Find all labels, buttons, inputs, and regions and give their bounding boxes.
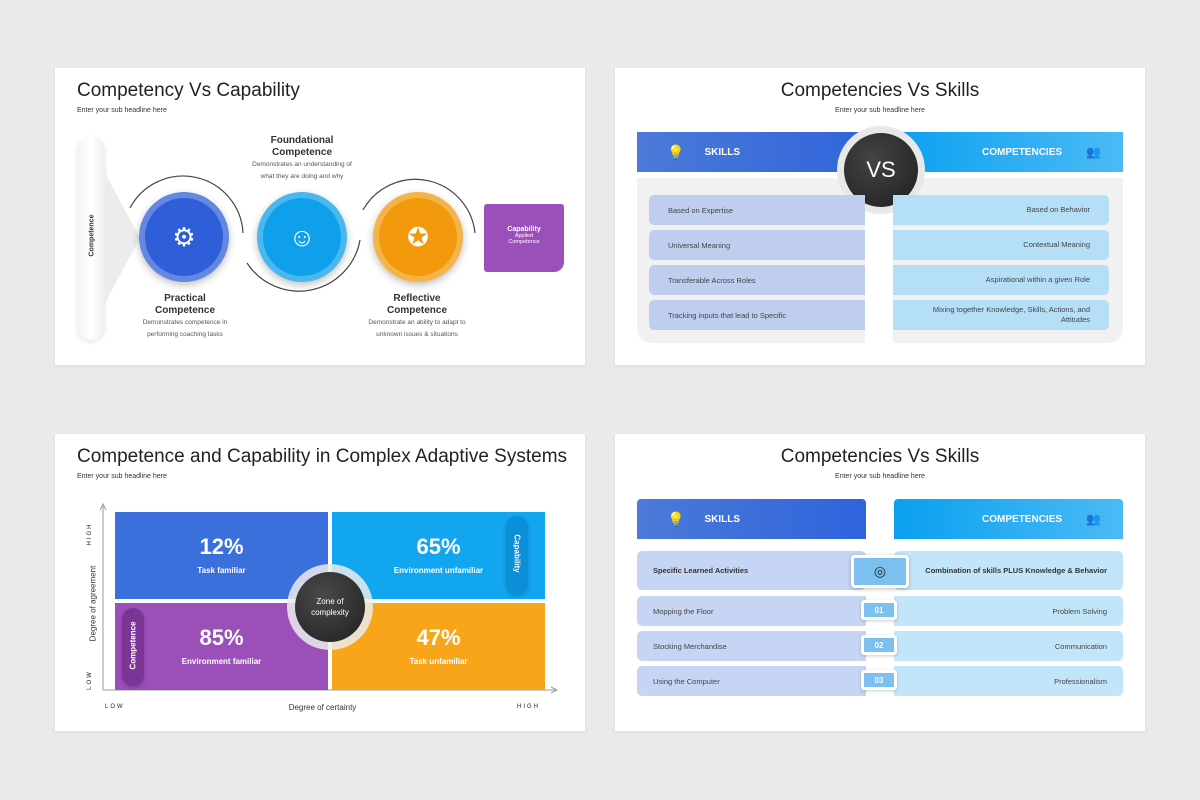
competencies-top-row: Combination of skills PLUS Knowledge & B… — [894, 551, 1123, 590]
x-axis-label: Degree of certainty — [288, 703, 357, 712]
competence-tag-label: Competence — [128, 621, 138, 670]
zone-of-complexity: Zone of complexity — [295, 572, 365, 642]
quadrant-label: Task familiar — [197, 566, 246, 575]
gear-star-icon: ✪ — [407, 221, 429, 252]
quadrant-label: Environment unfamiliar — [393, 566, 484, 575]
capability-desc: Competence — [508, 239, 540, 245]
skill-row: Stocking Merchandise — [637, 631, 866, 661]
capability-title: Capability — [507, 226, 541, 233]
competencies-header: COMPETENCIES 👥 — [887, 132, 1123, 172]
reflective-circle: ✪ — [373, 192, 463, 282]
competence-bar — [77, 136, 105, 340]
axes — [99, 502, 559, 694]
x-low: LOW — [105, 704, 125, 710]
zone-ring: Zone of complexity — [287, 564, 373, 650]
competency-row: Aspirational within a given Role — [893, 265, 1109, 295]
head-gear-icon: ☺ — [288, 221, 316, 252]
y-high: HIGH — [87, 522, 93, 546]
y-low: LOW — [87, 670, 93, 690]
heading: Reflective — [393, 293, 441, 304]
row-number: 03 — [861, 670, 897, 690]
header-label: SKILLS — [704, 146, 740, 158]
heading: Practical — [164, 293, 206, 304]
lightbulb-icon: 💡 — [667, 510, 685, 527]
heading: Competence — [386, 305, 447, 316]
description: Demonstrate an ability to adapt to — [368, 319, 466, 326]
quadrant-value: 85% — [199, 625, 244, 650]
competencies-header: COMPETENCIES 👥 — [894, 499, 1123, 539]
capability-tag: Capability — [506, 516, 528, 594]
slide-complex-adaptive-systems: Competence and Capability in Complex Ada… — [55, 434, 585, 731]
practical-text: Practical Competence Demonstrates compet… — [115, 293, 255, 341]
capability-box: Capability Applied Competence — [484, 204, 564, 272]
slide-subtitle: Enter your sub headline here — [77, 473, 167, 480]
slide-subtitle: Enter your sub headline here — [835, 473, 925, 480]
capability-tag-label: Capability — [512, 534, 522, 573]
gears-hands-icon: ⚙ — [172, 221, 196, 252]
capability-desc: Applied — [514, 233, 534, 239]
competency-row: Problem Solving — [894, 596, 1123, 626]
skills-header: 💡 SKILLS — [637, 499, 866, 539]
competency-row: Contextual Meaning — [893, 230, 1109, 260]
slide-subtitle: Enter your sub headline here — [77, 107, 167, 114]
foundational-circle: ☺ — [257, 192, 347, 282]
team-icon: 👥 — [1086, 512, 1101, 526]
competency-row: Based on Behavior — [893, 195, 1109, 225]
quadrant-value: 12% — [199, 534, 244, 559]
x-high: HIGH — [517, 704, 540, 710]
competence-tag: Competence — [122, 608, 144, 686]
reflective-text: Reflective Competence Demonstrate an abi… — [347, 293, 487, 341]
person-target-icon: ◎ — [851, 555, 909, 588]
quadrant-label: Task unfamiliar — [409, 657, 468, 666]
header-label: SKILLS — [704, 513, 740, 525]
slide-title: Competencies Vs Skills — [780, 80, 980, 101]
skill-row: Tracking inputs that lead to Specific — [649, 300, 865, 330]
quadrant-value: 47% — [416, 625, 461, 650]
competency-row: Professionalism — [894, 666, 1123, 696]
quadrant: 47% Task unfamiliar — [332, 603, 545, 690]
lightbulb-icon: 💡 — [667, 143, 685, 160]
arrow-shape — [105, 173, 140, 303]
cycle-arrows — [129, 175, 476, 292]
slide-competency-vs-capability: Competency Vs Capability Enter your sub … — [55, 68, 585, 365]
slide-competencies-vs-skills: Competencies Vs Skills Enter your sub he… — [615, 68, 1145, 365]
row-number: 01 — [861, 600, 897, 620]
slide-competencies-vs-skills-2: Competencies Vs Skills Enter your sub he… — [615, 434, 1145, 731]
heading: Competence — [271, 147, 332, 158]
quadrant-value: 65% — [416, 534, 461, 559]
foundational-text: Foundational Competence Demonstrates an … — [232, 135, 372, 183]
slide-title: Competence and Capability in Complex Ada… — [77, 446, 568, 467]
skill-row: Mopping the Floor — [637, 596, 866, 626]
slide-subtitle: Enter your sub headline here — [835, 107, 925, 114]
practical-circle: ⚙ — [139, 192, 229, 282]
team-icon: 👥 — [1086, 145, 1101, 159]
slide-title: Competency Vs Capability — [77, 80, 300, 101]
skill-row: Transferable Across Roles — [649, 265, 865, 295]
heading: Foundational — [270, 135, 334, 146]
competency-row: Mixing together Knowledge, Skills, Actio… — [893, 300, 1109, 330]
skill-row: Using the Computer — [637, 666, 866, 696]
description: what they are doing and why — [260, 173, 344, 180]
description: Demonstrates an understanding of — [252, 161, 352, 168]
header-label: COMPETENCIES — [982, 513, 1063, 525]
description: unknown issues & situations — [376, 331, 458, 338]
heading: Competence — [154, 305, 215, 316]
header-label: COMPETENCIES — [982, 146, 1063, 158]
vs-badge: VS — [844, 133, 918, 207]
quadrant-label: Environment familiar — [181, 657, 262, 666]
description: Demonstrates competence in — [142, 319, 228, 326]
y-axis-label: Degree of agreement — [88, 565, 98, 642]
skill-row: Universal Meaning — [649, 230, 865, 260]
row-number: 02 — [861, 635, 897, 655]
skills-top-row: Specific Learned Activities — [637, 551, 866, 590]
description: performing coaching tasks — [147, 331, 223, 338]
competency-row: Communication — [894, 631, 1123, 661]
slide-title: Competencies Vs Skills — [780, 446, 980, 467]
skill-row: Based on Expertise — [649, 195, 865, 225]
quadrant: 85% Environment familiar — [115, 603, 328, 690]
